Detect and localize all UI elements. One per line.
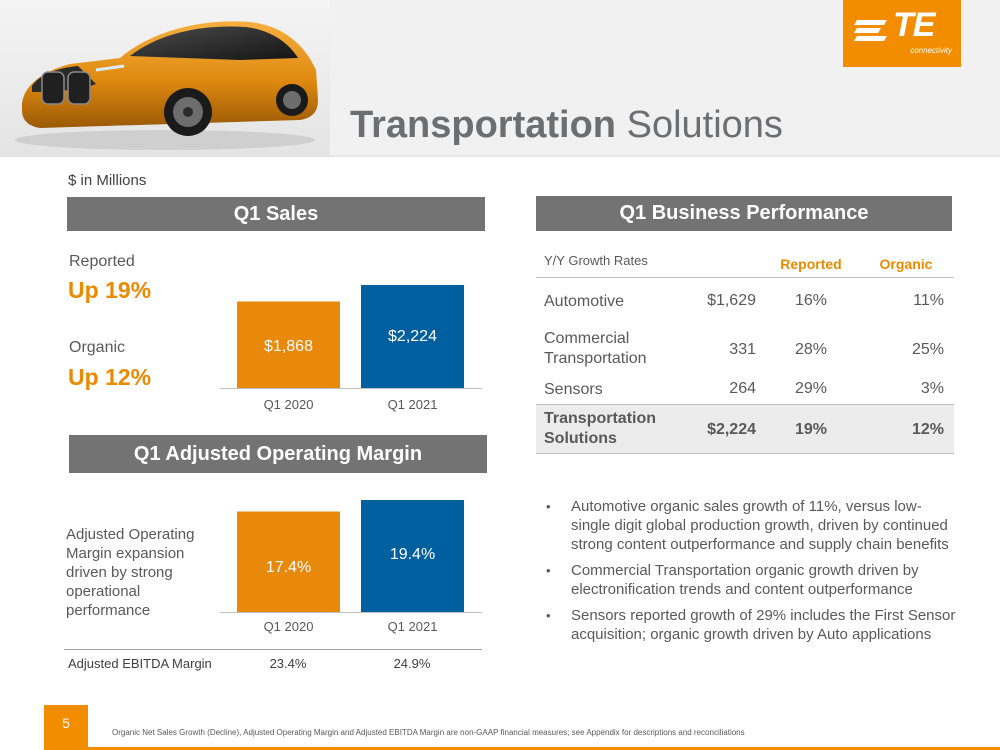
commentary-bullets: • Automotive organic sales growth of 11%… [546,497,956,651]
row-sales: 331 [729,341,756,358]
row-organic: 25% [911,341,944,358]
row-sales: $1,629 [707,292,756,309]
list-item: • Commercial Transportation organic grow… [546,561,956,599]
q1-margin-heading: Q1 Adjusted Operating Margin [69,435,487,473]
footer-line [88,747,1000,750]
row-name: Automotive [544,293,625,310]
reported-column-header: Reported [780,256,842,272]
row-organic: 3% [920,380,944,397]
ebitda-divider [64,649,482,650]
organic-label: Organic [69,339,126,356]
total-name: Transportation Solutions [544,410,657,447]
reported-value: Up 19% [68,277,152,303]
bullet-marker: • [546,608,551,623]
growth-rates-header: Y/Y Growth Rates [544,253,648,268]
car-image [0,0,330,157]
bullet-marker: • [546,563,551,578]
reported-label: Reported [69,253,135,270]
sales-bar-value-label: $2,224 [388,328,437,345]
margin-bar-value-label: 19.4% [390,546,435,563]
margin-category-label: Q1 2021 [388,619,438,634]
bullet-text: Sensors reported growth of 29% includes … [571,607,956,643]
total-reported: 19% [794,421,828,438]
logo-subtext: connectivity [910,46,952,55]
sales-bar-value-label: $1,868 [264,338,313,355]
performance-heading: Q1 Business Performance [536,196,952,231]
total-row-background [536,405,954,453]
total-sales: $2,224 [707,421,756,438]
margin-bar-q1-2020 [237,511,340,612]
total-row-top-divider [536,404,954,405]
ebitda-value-2021-text: 24.9% [393,656,431,671]
organic-column-header: Organic [879,256,933,272]
page-title: Transportation Solutions [350,104,783,147]
margin-bar-q1-2021 [361,500,464,612]
bullet-marker: • [546,499,551,514]
margin-description: Adjusted Operating Margin expansion driv… [66,526,195,619]
sales-category-label: Q1 2021 [388,397,438,412]
sales-bar-q1-2020 [237,301,340,388]
sales-bar-q1-2021 [361,285,464,388]
ebitda-value-2020-text: 23.4% [269,656,307,671]
te-logo-icon [854,20,887,41]
row-organic: 11% [913,292,944,309]
bullet-text: Automotive organic sales growth of 11%, … [571,498,949,553]
logo-text: TE [893,6,935,44]
te-logo: TE connectivity [843,0,961,67]
bullet-text: Commercial Transportation organic growth… [571,562,919,598]
total-row-bottom-divider [536,453,954,454]
row-reported: 29% [794,380,828,397]
header-underline [330,155,1000,157]
row-name: Sensors [544,381,603,398]
page-title-bold: Transportation [350,104,617,146]
page-number: 5 [44,705,88,750]
page-title-regular: Solutions [626,104,783,146]
car-illustration-icon [15,21,318,150]
row-reported: 28% [794,341,828,358]
row-reported: 16% [794,292,828,309]
footnote: Organic Net Sales Growth (Decline), Adju… [112,728,745,737]
margin-bar-value-label: 17.4% [266,559,311,576]
list-item: • Automotive organic sales growth of 11%… [546,497,956,554]
sales-category-label: Q1 2020 [264,397,314,412]
total-organic: 12% [911,421,944,438]
row-sales: 264 [729,380,756,397]
ebitda-label: Adjusted EBITDA Margin [68,656,212,671]
organic-value: Up 12% [68,364,152,390]
margin-category-label: Q1 2020 [264,619,314,634]
table-header-divider [536,277,954,278]
units-note: $ in Millions [68,172,147,189]
q1-sales-heading: Q1 Sales [67,197,485,231]
row-name: Commercial Transportation [544,330,647,367]
list-item: • Sensors reported growth of 29% include… [546,606,956,644]
